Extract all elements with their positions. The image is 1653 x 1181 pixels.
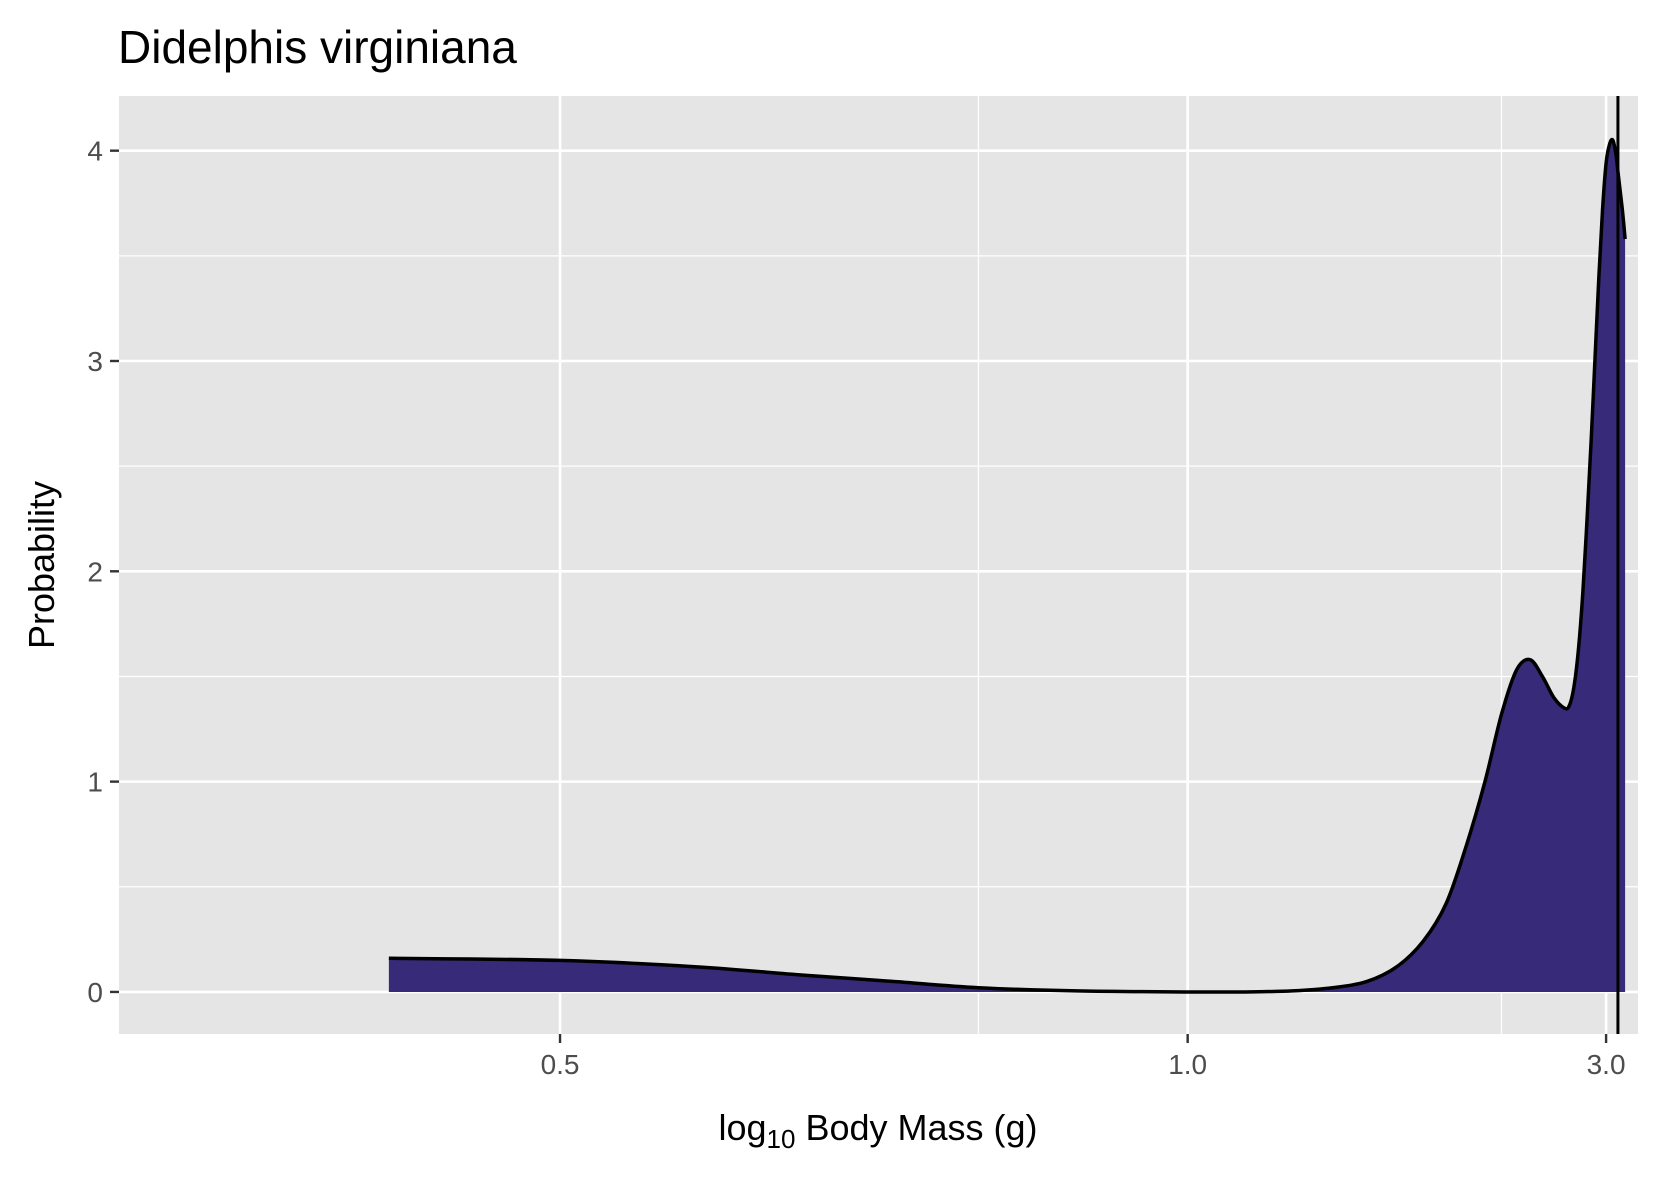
chart-title: Didelphis virginiana (118, 21, 517, 73)
x-axis-label-subscript: 10 (767, 1124, 796, 1154)
x-axis-label: log10 Body Mass (g) (718, 1107, 1037, 1154)
density-area (388, 139, 1626, 993)
x-axis-label-prefix: log (718, 1107, 766, 1148)
y-tick-label-2: 2 (87, 556, 103, 587)
minor-gridlines (119, 96, 1638, 1034)
y-tick-label-4: 4 (87, 136, 103, 167)
y-tick-label-1: 1 (87, 767, 103, 798)
x-tick-label-1: 1.0 (1168, 1049, 1207, 1080)
plot-panel (119, 96, 1638, 1034)
x-tick-label-2: 3.0 (1587, 1049, 1626, 1080)
y-tick-label-0: 0 (87, 977, 103, 1008)
x-axis-ticks: 0.5 1.0 3.0 (541, 1034, 1626, 1080)
y-tick-label-3: 3 (87, 346, 103, 377)
density-curve (388, 137, 1627, 994)
x-tick-label-0: 0.5 (541, 1049, 580, 1080)
y-axis-label: Probability (21, 481, 62, 649)
y-axis-ticks: 0 1 2 3 4 (87, 136, 119, 1008)
x-axis-label-suffix: Body Mass (g) (795, 1107, 1037, 1148)
